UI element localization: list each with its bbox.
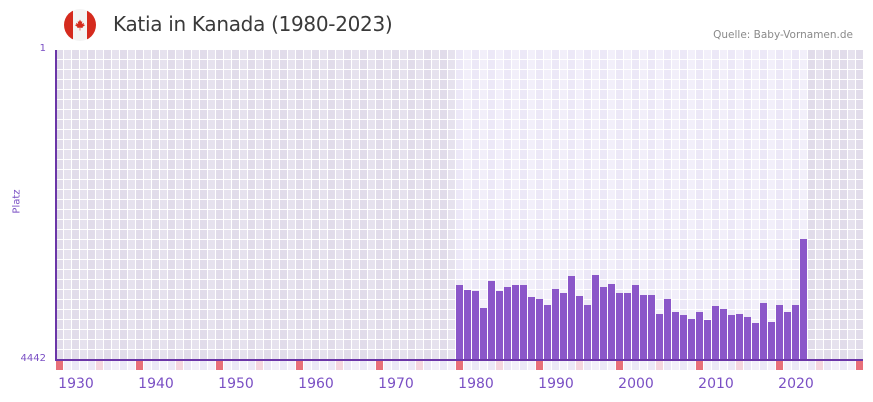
bar-2014[interactable] (728, 314, 735, 360)
bar-2002[interactable] (632, 285, 639, 360)
x-tick-label: 1950 (218, 376, 254, 392)
bar-2022[interactable] (792, 304, 799, 360)
chart-title: Katia in Kanada (1980-2023) (113, 12, 393, 36)
bar-2013[interactable] (720, 309, 727, 360)
y-axis-label: Platz (11, 189, 23, 214)
bar-1991[interactable] (544, 304, 551, 360)
bar-1997[interactable] (592, 274, 599, 360)
bar-1990[interactable] (536, 298, 543, 360)
y-tick-top: 1 (39, 43, 46, 54)
bar-2003[interactable] (640, 295, 647, 360)
bar-1983[interactable] (480, 307, 487, 360)
x-axis-line (55, 359, 863, 361)
y-tick-bottom: 4442 (20, 353, 46, 364)
canada-flag-icon (64, 9, 96, 41)
bar-2023[interactable] (800, 239, 807, 360)
bar-2015[interactable] (736, 313, 743, 360)
bar-2018[interactable] (760, 302, 767, 360)
bar-2004[interactable] (648, 295, 655, 360)
bar-2011[interactable] (704, 320, 711, 360)
x-tick-label: 1930 (58, 376, 94, 392)
bar-2021[interactable] (784, 311, 791, 360)
y-axis-line (55, 50, 57, 361)
bar-1984[interactable] (488, 280, 495, 360)
x-tick-label: 1990 (538, 376, 574, 392)
bar-1998[interactable] (600, 286, 607, 360)
bar-1994[interactable] (568, 276, 575, 360)
bar-2001[interactable] (624, 292, 631, 360)
x-tick-label: 2010 (698, 376, 734, 392)
bar-2007[interactable] (672, 311, 679, 360)
bar-2009[interactable] (688, 319, 695, 360)
bar-2020[interactable] (776, 304, 783, 360)
bar-2008[interactable] (680, 314, 687, 360)
bar-1999[interactable] (608, 283, 615, 360)
bar-2005[interactable] (656, 313, 663, 360)
x-tick-label: 2000 (618, 376, 654, 392)
x-tick-label: 1970 (378, 376, 414, 392)
bar-2012[interactable] (712, 305, 719, 360)
bar-1995[interactable] (576, 295, 583, 360)
bar-1985[interactable] (496, 291, 503, 360)
bar-1980[interactable] (456, 285, 463, 360)
bar-1987[interactable] (512, 285, 519, 360)
bar-2016[interactable] (744, 317, 751, 360)
maple-leaf-icon (74, 19, 86, 31)
bar-1996[interactable] (584, 304, 591, 360)
bar-2006[interactable] (664, 298, 671, 360)
bar-1989[interactable] (528, 297, 535, 360)
x-tick-label: 1960 (298, 376, 334, 392)
x-tick-label: 1940 (138, 376, 174, 392)
bar-1993[interactable] (560, 292, 567, 360)
bar-1981[interactable] (464, 289, 471, 360)
bar-2019[interactable] (768, 322, 775, 360)
bar-1982[interactable] (472, 291, 479, 360)
x-tick-label: 2020 (778, 376, 814, 392)
plot-area (56, 50, 863, 360)
bar-2010[interactable] (696, 311, 703, 360)
bar-1988[interactable] (520, 285, 527, 360)
bar-2000[interactable] (616, 292, 623, 360)
bar-1992[interactable] (552, 289, 559, 360)
bar-2017[interactable] (752, 323, 759, 360)
x-tick-label: 1980 (458, 376, 494, 392)
bar-1986[interactable] (504, 286, 511, 360)
source-link[interactable]: Quelle: Baby-Vornamen.de (713, 29, 853, 41)
